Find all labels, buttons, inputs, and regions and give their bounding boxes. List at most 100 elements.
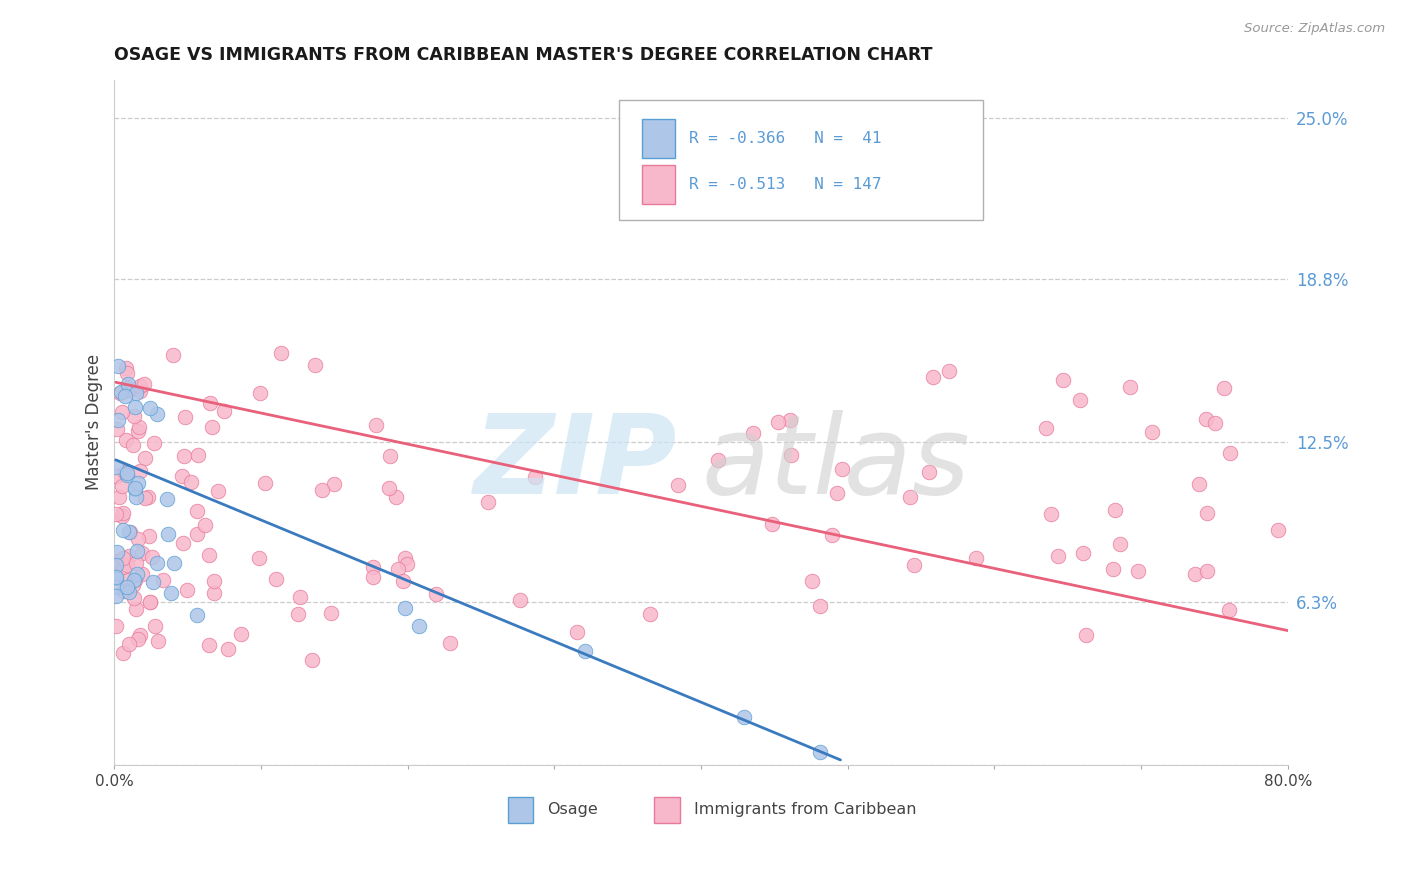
Point: [323, 477, 346, 491]
Point: [938, 364, 960, 378]
Point: [127, 424, 149, 438]
Point: [311, 483, 333, 497]
Point: [124, 574, 146, 588]
Point: [229, 627, 252, 641]
Point: [111, 551, 134, 566]
Point: [146, 407, 169, 421]
Point: [1195, 412, 1218, 426]
Point: [408, 619, 430, 633]
Point: [115, 433, 138, 447]
Point: [141, 549, 163, 564]
Point: [114, 389, 136, 403]
Point: [1074, 628, 1097, 642]
Point: [172, 469, 194, 483]
Point: [378, 449, 401, 463]
Point: [1128, 564, 1150, 578]
Point: [117, 558, 139, 572]
Point: [666, 477, 689, 491]
Point: [198, 396, 221, 410]
Point: [159, 586, 181, 600]
Point: [1104, 502, 1126, 516]
Point: [194, 517, 217, 532]
Point: [115, 367, 138, 381]
Point: [172, 535, 194, 549]
Point: [766, 415, 789, 429]
Point: [124, 482, 146, 496]
Point: [117, 524, 139, 539]
Bar: [643, 119, 675, 159]
Point: [173, 449, 195, 463]
Point: [157, 527, 180, 541]
Point: [187, 448, 209, 462]
Point: [124, 481, 146, 495]
Point: [1108, 537, 1130, 551]
Point: [638, 607, 661, 621]
Point: [139, 594, 162, 608]
Point: [114, 384, 136, 399]
Point: [104, 619, 127, 633]
Point: [392, 574, 415, 589]
Point: [779, 413, 801, 427]
Point: [104, 507, 127, 521]
Point: [107, 359, 129, 373]
Point: [898, 491, 921, 505]
Point: [304, 359, 326, 373]
Point: [125, 490, 148, 504]
Text: Osage: Osage: [547, 802, 598, 816]
Point: [1140, 425, 1163, 439]
Point: [1102, 562, 1125, 576]
Point: [129, 464, 152, 478]
Point: [565, 624, 588, 639]
Point: [108, 490, 131, 504]
Point: [125, 385, 148, 400]
Point: [104, 570, 127, 584]
Point: [186, 607, 208, 622]
Point: [439, 636, 461, 650]
Point: [198, 638, 221, 652]
Point: [134, 451, 156, 466]
Point: [138, 401, 160, 415]
Point: [425, 587, 447, 601]
Point: [104, 558, 127, 572]
Point: [111, 509, 134, 524]
Point: [1035, 420, 1057, 434]
Point: [127, 475, 149, 490]
Point: [128, 384, 150, 398]
Text: Immigrants from Caribbean: Immigrants from Caribbean: [695, 802, 917, 816]
Point: [364, 417, 387, 432]
Point: [1069, 393, 1091, 408]
Point: [742, 426, 765, 441]
Point: [107, 544, 129, 558]
Point: [136, 490, 159, 504]
Point: [111, 479, 134, 493]
Point: [287, 607, 309, 621]
Point: [387, 562, 409, 576]
Point: [117, 381, 139, 395]
Point: [117, 377, 139, 392]
Point: [112, 506, 135, 520]
Point: [288, 590, 311, 604]
Point: [162, 348, 184, 362]
Point: [114, 466, 136, 480]
Point: [138, 529, 160, 543]
Point: [110, 384, 132, 399]
Point: [122, 591, 145, 606]
Point: [128, 420, 150, 434]
Point: [115, 580, 138, 594]
Point: [801, 574, 824, 588]
Point: [134, 491, 156, 506]
Point: [173, 410, 195, 425]
FancyBboxPatch shape: [619, 100, 983, 220]
Point: [810, 745, 832, 759]
Point: [112, 524, 135, 538]
Point: [733, 710, 755, 724]
Point: [1212, 381, 1234, 395]
Point: [301, 653, 323, 667]
Point: [156, 492, 179, 507]
Point: [321, 607, 343, 621]
Point: [966, 551, 988, 566]
Point: [264, 572, 287, 586]
Point: [108, 386, 131, 401]
Point: [247, 550, 270, 565]
Point: [122, 578, 145, 592]
